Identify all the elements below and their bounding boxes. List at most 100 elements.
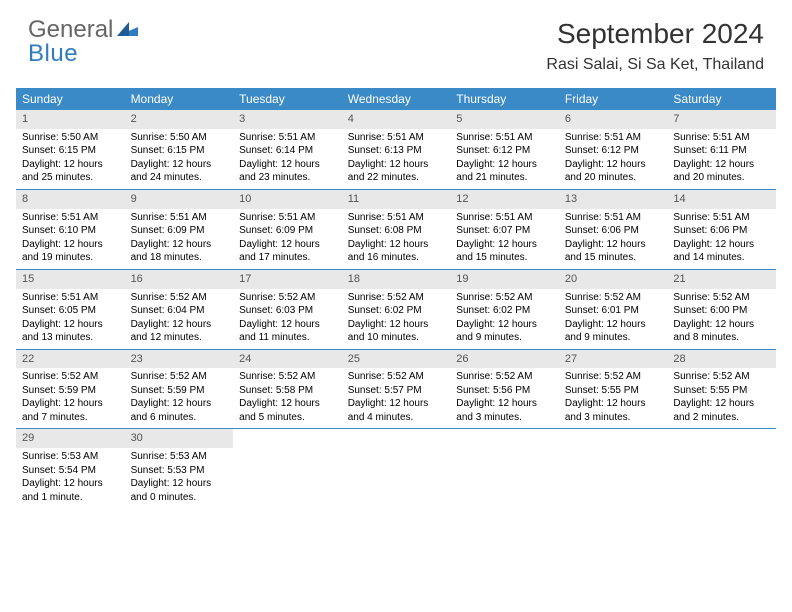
cell-body: Sunrise: 5:51 AMSunset: 6:14 PMDaylight:… <box>233 129 342 189</box>
day-number: 26 <box>450 350 559 369</box>
sunrise-text: Sunrise: 5:51 AM <box>673 131 770 145</box>
day-number: 7 <box>667 110 776 129</box>
cell-body: Sunrise: 5:51 AMSunset: 6:09 PMDaylight:… <box>125 209 234 269</box>
day-number: 16 <box>125 270 234 289</box>
calendar-cell: 5Sunrise: 5:51 AMSunset: 6:12 PMDaylight… <box>450 110 559 189</box>
day-number: 8 <box>16 190 125 209</box>
calendar-cell: 11Sunrise: 5:51 AMSunset: 6:08 PMDayligh… <box>342 190 451 269</box>
sunrise-text: Sunrise: 5:52 AM <box>456 370 553 384</box>
cell-body: Sunrise: 5:51 AMSunset: 6:06 PMDaylight:… <box>559 209 668 269</box>
day-number: 12 <box>450 190 559 209</box>
sunrise-text: Sunrise: 5:52 AM <box>239 291 336 305</box>
daylight-text: and 12 minutes. <box>131 331 228 345</box>
daylight-text: Daylight: 12 hours <box>565 238 662 252</box>
sunset-text: Sunset: 5:56 PM <box>456 384 553 398</box>
calendar-cell: 2Sunrise: 5:50 AMSunset: 6:15 PMDaylight… <box>125 110 234 189</box>
sunrise-text: Sunrise: 5:51 AM <box>456 211 553 225</box>
logo-mark-icon <box>117 18 139 42</box>
daylight-text: and 22 minutes. <box>348 171 445 185</box>
sunset-text: Sunset: 6:06 PM <box>565 224 662 238</box>
calendar-cell: 28Sunrise: 5:52 AMSunset: 5:55 PMDayligh… <box>667 350 776 429</box>
day-header: Tuesday <box>233 88 342 110</box>
cell-body: Sunrise: 5:51 AMSunset: 6:05 PMDaylight:… <box>16 289 125 349</box>
daylight-text: and 3 minutes. <box>565 411 662 425</box>
daylight-text: Daylight: 12 hours <box>22 318 119 332</box>
calendar-cell: 17Sunrise: 5:52 AMSunset: 6:03 PMDayligh… <box>233 270 342 349</box>
header: GeneralBlue September 2024 Rasi Salai, S… <box>0 0 792 80</box>
daylight-text: Daylight: 12 hours <box>456 318 553 332</box>
calendar-cell: 20Sunrise: 5:52 AMSunset: 6:01 PMDayligh… <box>559 270 668 349</box>
daylight-text: Daylight: 12 hours <box>131 318 228 332</box>
day-number: 21 <box>667 270 776 289</box>
day-number: 27 <box>559 350 668 369</box>
sunrise-text: Sunrise: 5:51 AM <box>131 211 228 225</box>
title-block: September 2024 Rasi Salai, Si Sa Ket, Th… <box>546 18 764 74</box>
day-number: 3 <box>233 110 342 129</box>
sunrise-text: Sunrise: 5:53 AM <box>131 450 228 464</box>
daylight-text: Daylight: 12 hours <box>239 318 336 332</box>
daylight-text: Daylight: 12 hours <box>22 158 119 172</box>
day-number: 23 <box>125 350 234 369</box>
day-header-row: Sunday Monday Tuesday Wednesday Thursday… <box>16 88 776 110</box>
cell-body: Sunrise: 5:51 AMSunset: 6:12 PMDaylight:… <box>450 129 559 189</box>
calendar-cell: 18Sunrise: 5:52 AMSunset: 6:02 PMDayligh… <box>342 270 451 349</box>
calendar-cell: 27Sunrise: 5:52 AMSunset: 5:55 PMDayligh… <box>559 350 668 429</box>
calendar: Sunday Monday Tuesday Wednesday Thursday… <box>16 88 776 508</box>
sunset-text: Sunset: 6:03 PM <box>239 304 336 318</box>
calendar-week: 1Sunrise: 5:50 AMSunset: 6:15 PMDaylight… <box>16 110 776 190</box>
day-number: 30 <box>125 429 234 448</box>
cell-body: Sunrise: 5:51 AMSunset: 6:06 PMDaylight:… <box>667 209 776 269</box>
daylight-text: and 25 minutes. <box>22 171 119 185</box>
sunrise-text: Sunrise: 5:52 AM <box>456 291 553 305</box>
daylight-text: Daylight: 12 hours <box>673 158 770 172</box>
daylight-text: and 11 minutes. <box>239 331 336 345</box>
day-number: 11 <box>342 190 451 209</box>
sunrise-text: Sunrise: 5:52 AM <box>673 291 770 305</box>
sunrise-text: Sunrise: 5:52 AM <box>348 291 445 305</box>
daylight-text: and 9 minutes. <box>456 331 553 345</box>
day-number: 9 <box>125 190 234 209</box>
calendar-cell: 21Sunrise: 5:52 AMSunset: 6:00 PMDayligh… <box>667 270 776 349</box>
day-number: 18 <box>342 270 451 289</box>
day-number: 24 <box>233 350 342 369</box>
daylight-text: Daylight: 12 hours <box>565 158 662 172</box>
cell-body: Sunrise: 5:52 AMSunset: 6:03 PMDaylight:… <box>233 289 342 349</box>
daylight-text: and 20 minutes. <box>565 171 662 185</box>
daylight-text: and 23 minutes. <box>239 171 336 185</box>
cell-body: Sunrise: 5:51 AMSunset: 6:07 PMDaylight:… <box>450 209 559 269</box>
daylight-text: and 16 minutes. <box>348 251 445 265</box>
sunset-text: Sunset: 6:05 PM <box>22 304 119 318</box>
daylight-text: and 18 minutes. <box>131 251 228 265</box>
day-number: 4 <box>342 110 451 129</box>
daylight-text: Daylight: 12 hours <box>565 318 662 332</box>
sunrise-text: Sunrise: 5:51 AM <box>456 131 553 145</box>
calendar-cell: 12Sunrise: 5:51 AMSunset: 6:07 PMDayligh… <box>450 190 559 269</box>
sunset-text: Sunset: 6:11 PM <box>673 144 770 158</box>
sunset-text: Sunset: 6:15 PM <box>22 144 119 158</box>
calendar-cell: 10Sunrise: 5:51 AMSunset: 6:09 PMDayligh… <box>233 190 342 269</box>
sunset-text: Sunset: 6:13 PM <box>348 144 445 158</box>
calendar-cell <box>450 429 559 508</box>
sunset-text: Sunset: 6:07 PM <box>456 224 553 238</box>
sunset-text: Sunset: 6:08 PM <box>348 224 445 238</box>
cell-body: Sunrise: 5:50 AMSunset: 6:15 PMDaylight:… <box>125 129 234 189</box>
sunrise-text: Sunrise: 5:52 AM <box>22 370 119 384</box>
day-number: 6 <box>559 110 668 129</box>
calendar-cell: 15Sunrise: 5:51 AMSunset: 6:05 PMDayligh… <box>16 270 125 349</box>
calendar-cell: 19Sunrise: 5:52 AMSunset: 6:02 PMDayligh… <box>450 270 559 349</box>
daylight-text: and 9 minutes. <box>565 331 662 345</box>
sunset-text: Sunset: 6:02 PM <box>456 304 553 318</box>
calendar-cell: 6Sunrise: 5:51 AMSunset: 6:12 PMDaylight… <box>559 110 668 189</box>
daylight-text: and 1 minute. <box>22 491 119 505</box>
daylight-text: Daylight: 12 hours <box>348 397 445 411</box>
sunrise-text: Sunrise: 5:51 AM <box>239 131 336 145</box>
sunset-text: Sunset: 6:01 PM <box>565 304 662 318</box>
calendar-week: 29Sunrise: 5:53 AMSunset: 5:54 PMDayligh… <box>16 429 776 508</box>
daylight-text: Daylight: 12 hours <box>456 238 553 252</box>
sunset-text: Sunset: 6:09 PM <box>131 224 228 238</box>
daylight-text: and 5 minutes. <box>239 411 336 425</box>
daylight-text: Daylight: 12 hours <box>239 397 336 411</box>
cell-body: Sunrise: 5:53 AMSunset: 5:54 PMDaylight:… <box>16 448 125 508</box>
daylight-text: and 17 minutes. <box>239 251 336 265</box>
calendar-cell <box>559 429 668 508</box>
